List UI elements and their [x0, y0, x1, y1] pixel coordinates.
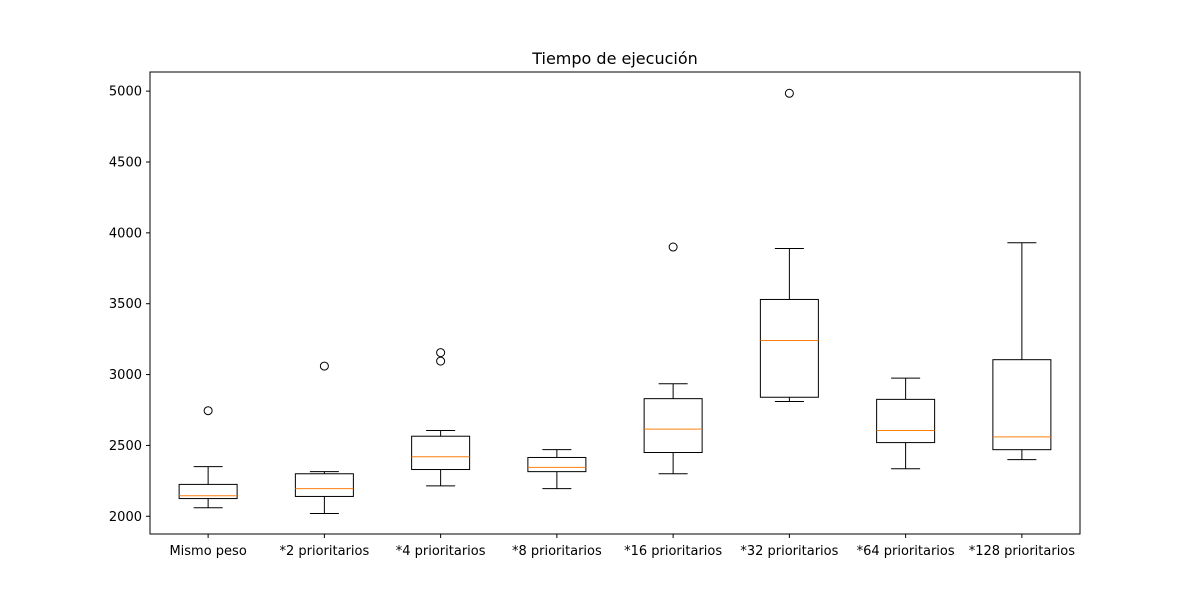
iqr-box	[294, 473, 354, 497]
y-tick-label: 3500	[109, 297, 142, 312]
box-4	[527, 449, 587, 490]
plot-frame	[149, 71, 1081, 535]
outlier-point	[319, 361, 329, 371]
x-tick-label: Mismo peso	[169, 544, 246, 559]
box-5	[643, 242, 703, 475]
iqr-box	[178, 483, 238, 500]
boxes-group	[178, 88, 1052, 514]
iqr-box	[643, 398, 703, 454]
box-6	[759, 88, 819, 402]
box-7	[876, 377, 936, 470]
x-tick-label: *32 prioritarios	[740, 544, 838, 559]
x-tick-label: *64 prioritarios	[857, 544, 955, 559]
iqr-box	[411, 435, 471, 471]
y-tick-label: 2000	[109, 510, 142, 525]
outlier-point	[203, 406, 213, 416]
y-axis: 2000 2500 3000 3500 4000 4500 5000	[109, 85, 150, 525]
box-1	[178, 406, 238, 509]
y-tick-label: 2500	[109, 439, 142, 454]
chart-title: Tiempo de ejecución	[531, 49, 698, 68]
x-tick-label: *8 prioritarios	[512, 544, 602, 559]
iqr-box	[759, 298, 819, 398]
x-tick-label: *2 prioritarios	[279, 544, 369, 559]
iqr-box	[876, 398, 936, 444]
y-tick-label: 3000	[109, 368, 142, 383]
x-tick-label: *4 prioritarios	[396, 544, 486, 559]
outlier-point	[784, 88, 794, 98]
y-tick-label: 5000	[109, 85, 142, 100]
outlier-point	[668, 242, 678, 252]
box-3	[411, 348, 471, 487]
x-axis: Mismo peso *2 prioritarios *4 prioritarios…	[169, 534, 1075, 559]
outlier-point	[436, 356, 446, 366]
iqr-box	[527, 456, 587, 473]
box-8	[992, 242, 1052, 461]
y-tick-label: 4000	[109, 226, 142, 241]
x-tick-label: *16 prioritarios	[624, 544, 722, 559]
box-2	[294, 361, 354, 514]
x-tick-label: *128 prioritarios	[969, 544, 1076, 559]
outlier-point	[436, 348, 446, 358]
iqr-box	[992, 359, 1052, 451]
y-tick-label: 4500	[109, 155, 142, 170]
